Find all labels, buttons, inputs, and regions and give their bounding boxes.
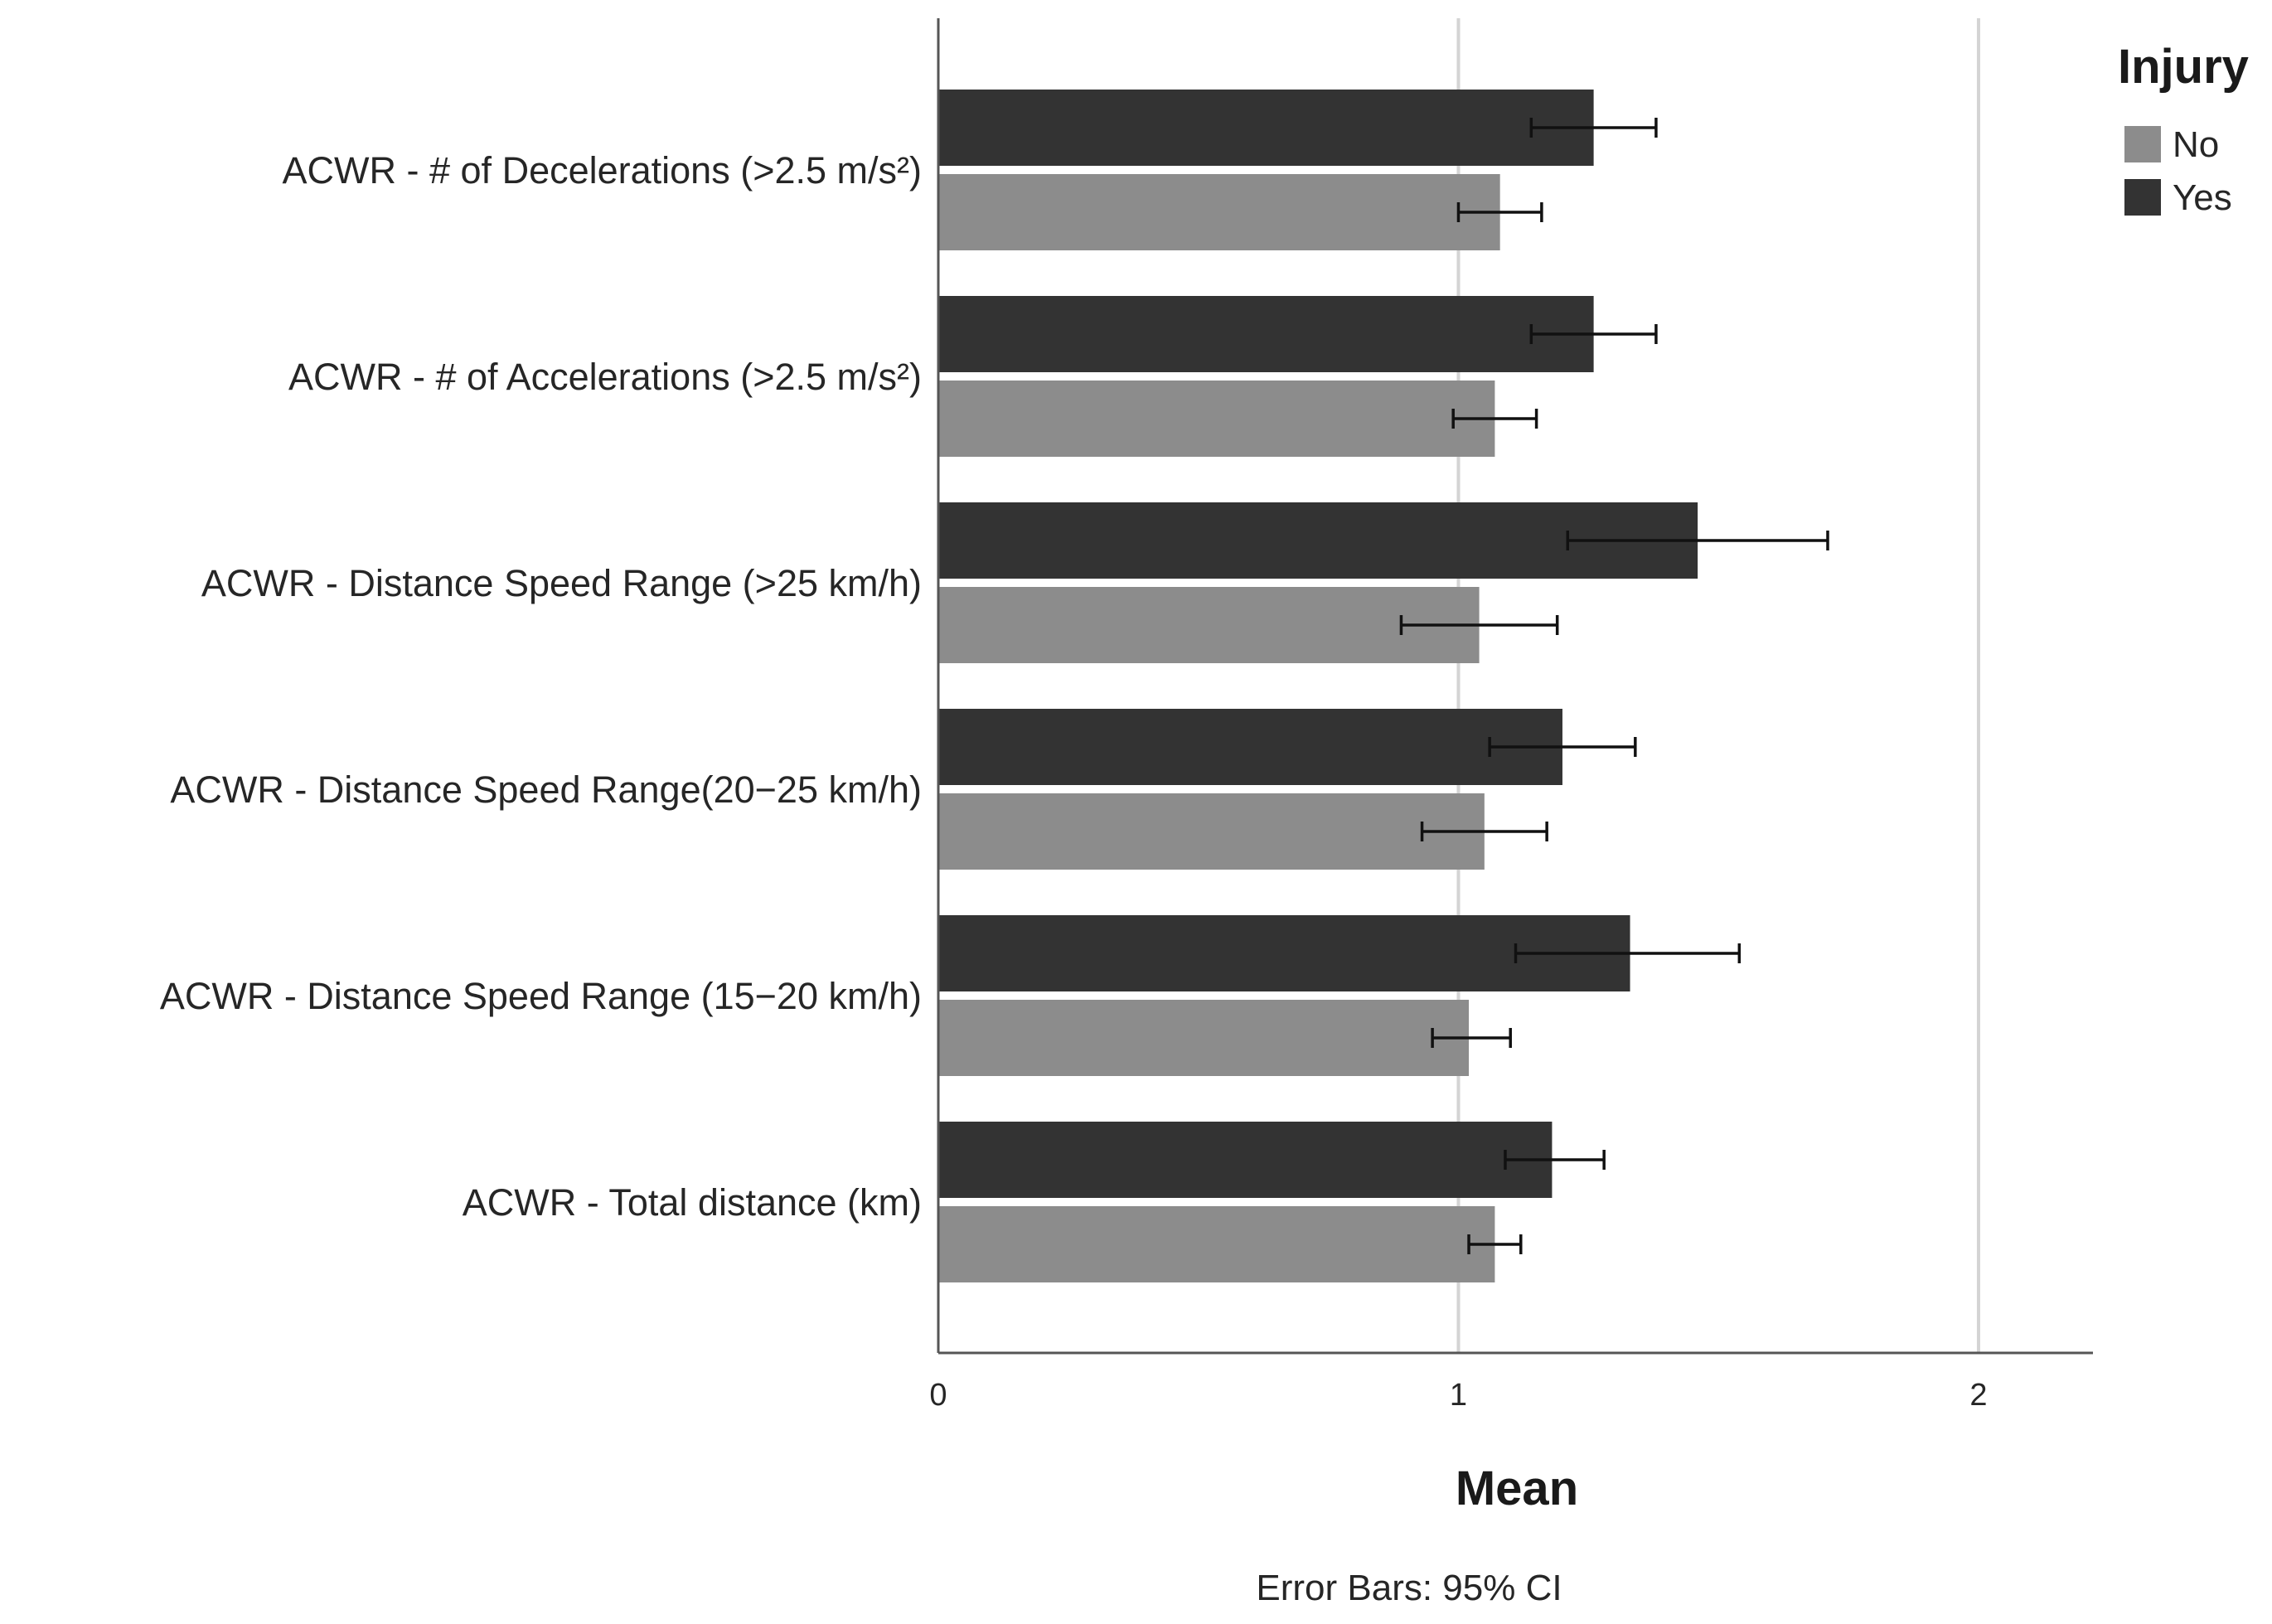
category-labels: ACWR - # of Decelerations (>2.5 m/s²) ACW…	[160, 149, 922, 1224]
legend-label-no: No	[2173, 124, 2219, 165]
error-bar-note: Error Bars: 95% CI	[1256, 1568, 1562, 1608]
bar-no	[938, 587, 1480, 663]
axes	[937, 18, 2093, 1355]
bar-no	[938, 793, 1485, 870]
bar-no	[938, 381, 1495, 457]
x-axis-title: Mean	[1456, 1462, 1578, 1515]
legend-swatch-no	[2124, 126, 2161, 162]
category-label: ACWR - Distance Speed Range(20−25 km/h)	[170, 768, 922, 811]
bar-yes	[938, 1122, 1553, 1198]
bars	[938, 90, 1698, 1282]
category-label: ACWR - # of Accelerations (>2.5 m/s²)	[288, 356, 922, 398]
category-label: ACWR - Distance Speed Range (>25 km/h)	[201, 562, 922, 604]
bar-yes	[938, 90, 1594, 166]
x-tick-label: 2	[1969, 1378, 1987, 1413]
legend-title: Injury	[2118, 40, 2249, 94]
x-tick-label: 1	[1450, 1378, 1467, 1413]
legend: Injury No Yes	[2118, 40, 2249, 218]
legend-label-yes: Yes	[2173, 177, 2232, 218]
x-tick-label: 0	[929, 1378, 947, 1413]
bar-no	[938, 1206, 1495, 1282]
category-label: ACWR - Total distance (km)	[463, 1181, 922, 1224]
legend-swatch-yes	[2124, 179, 2161, 216]
category-label: ACWR - # of Decelerations (>2.5 m/s²)	[283, 149, 922, 191]
error-bars	[1399, 118, 1829, 1254]
bar-yes	[938, 709, 1562, 785]
bar-yes	[938, 296, 1594, 372]
x-tick-labels: 0 1 2	[929, 1378, 1987, 1413]
bar-no	[938, 1000, 1470, 1076]
category-label: ACWR - Distance Speed Range (15−20 km/h)	[160, 975, 922, 1017]
bar-no	[938, 174, 1500, 250]
